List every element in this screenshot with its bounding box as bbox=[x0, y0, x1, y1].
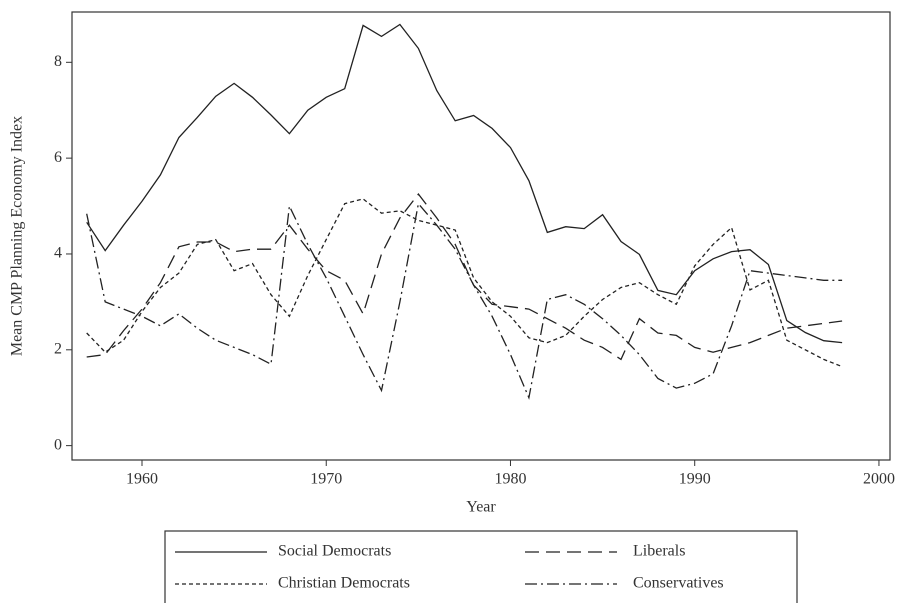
legend-box bbox=[164, 530, 798, 603]
y-tick-label: 2 bbox=[54, 340, 62, 357]
y-tick-label: 8 bbox=[54, 53, 62, 70]
legend-label: Liberals bbox=[633, 543, 685, 560]
plot-frame bbox=[71, 11, 891, 461]
x-tick-label: 2000 bbox=[863, 471, 895, 488]
x-tick-label: 1970 bbox=[310, 471, 342, 488]
x-tick-label: 1990 bbox=[679, 471, 711, 488]
x-tick-label: 1960 bbox=[126, 471, 158, 488]
legend-label: Christian Democrats bbox=[278, 575, 410, 592]
y-axis-label: Mean CMP Planning Economy Index bbox=[9, 116, 26, 356]
series-line bbox=[86, 198, 843, 368]
x-axis-label: Year bbox=[466, 499, 496, 516]
series-line bbox=[86, 23, 843, 344]
y-tick-label: 6 bbox=[54, 149, 62, 166]
x-tick-label: 1980 bbox=[494, 471, 526, 488]
y-tick-label: 4 bbox=[54, 245, 62, 262]
legend-label: Social Democrats bbox=[278, 543, 391, 560]
y-tick-label: 0 bbox=[54, 436, 62, 453]
series-line bbox=[86, 202, 843, 400]
series-line bbox=[86, 193, 843, 361]
legend-label: Conservatives bbox=[633, 575, 724, 592]
